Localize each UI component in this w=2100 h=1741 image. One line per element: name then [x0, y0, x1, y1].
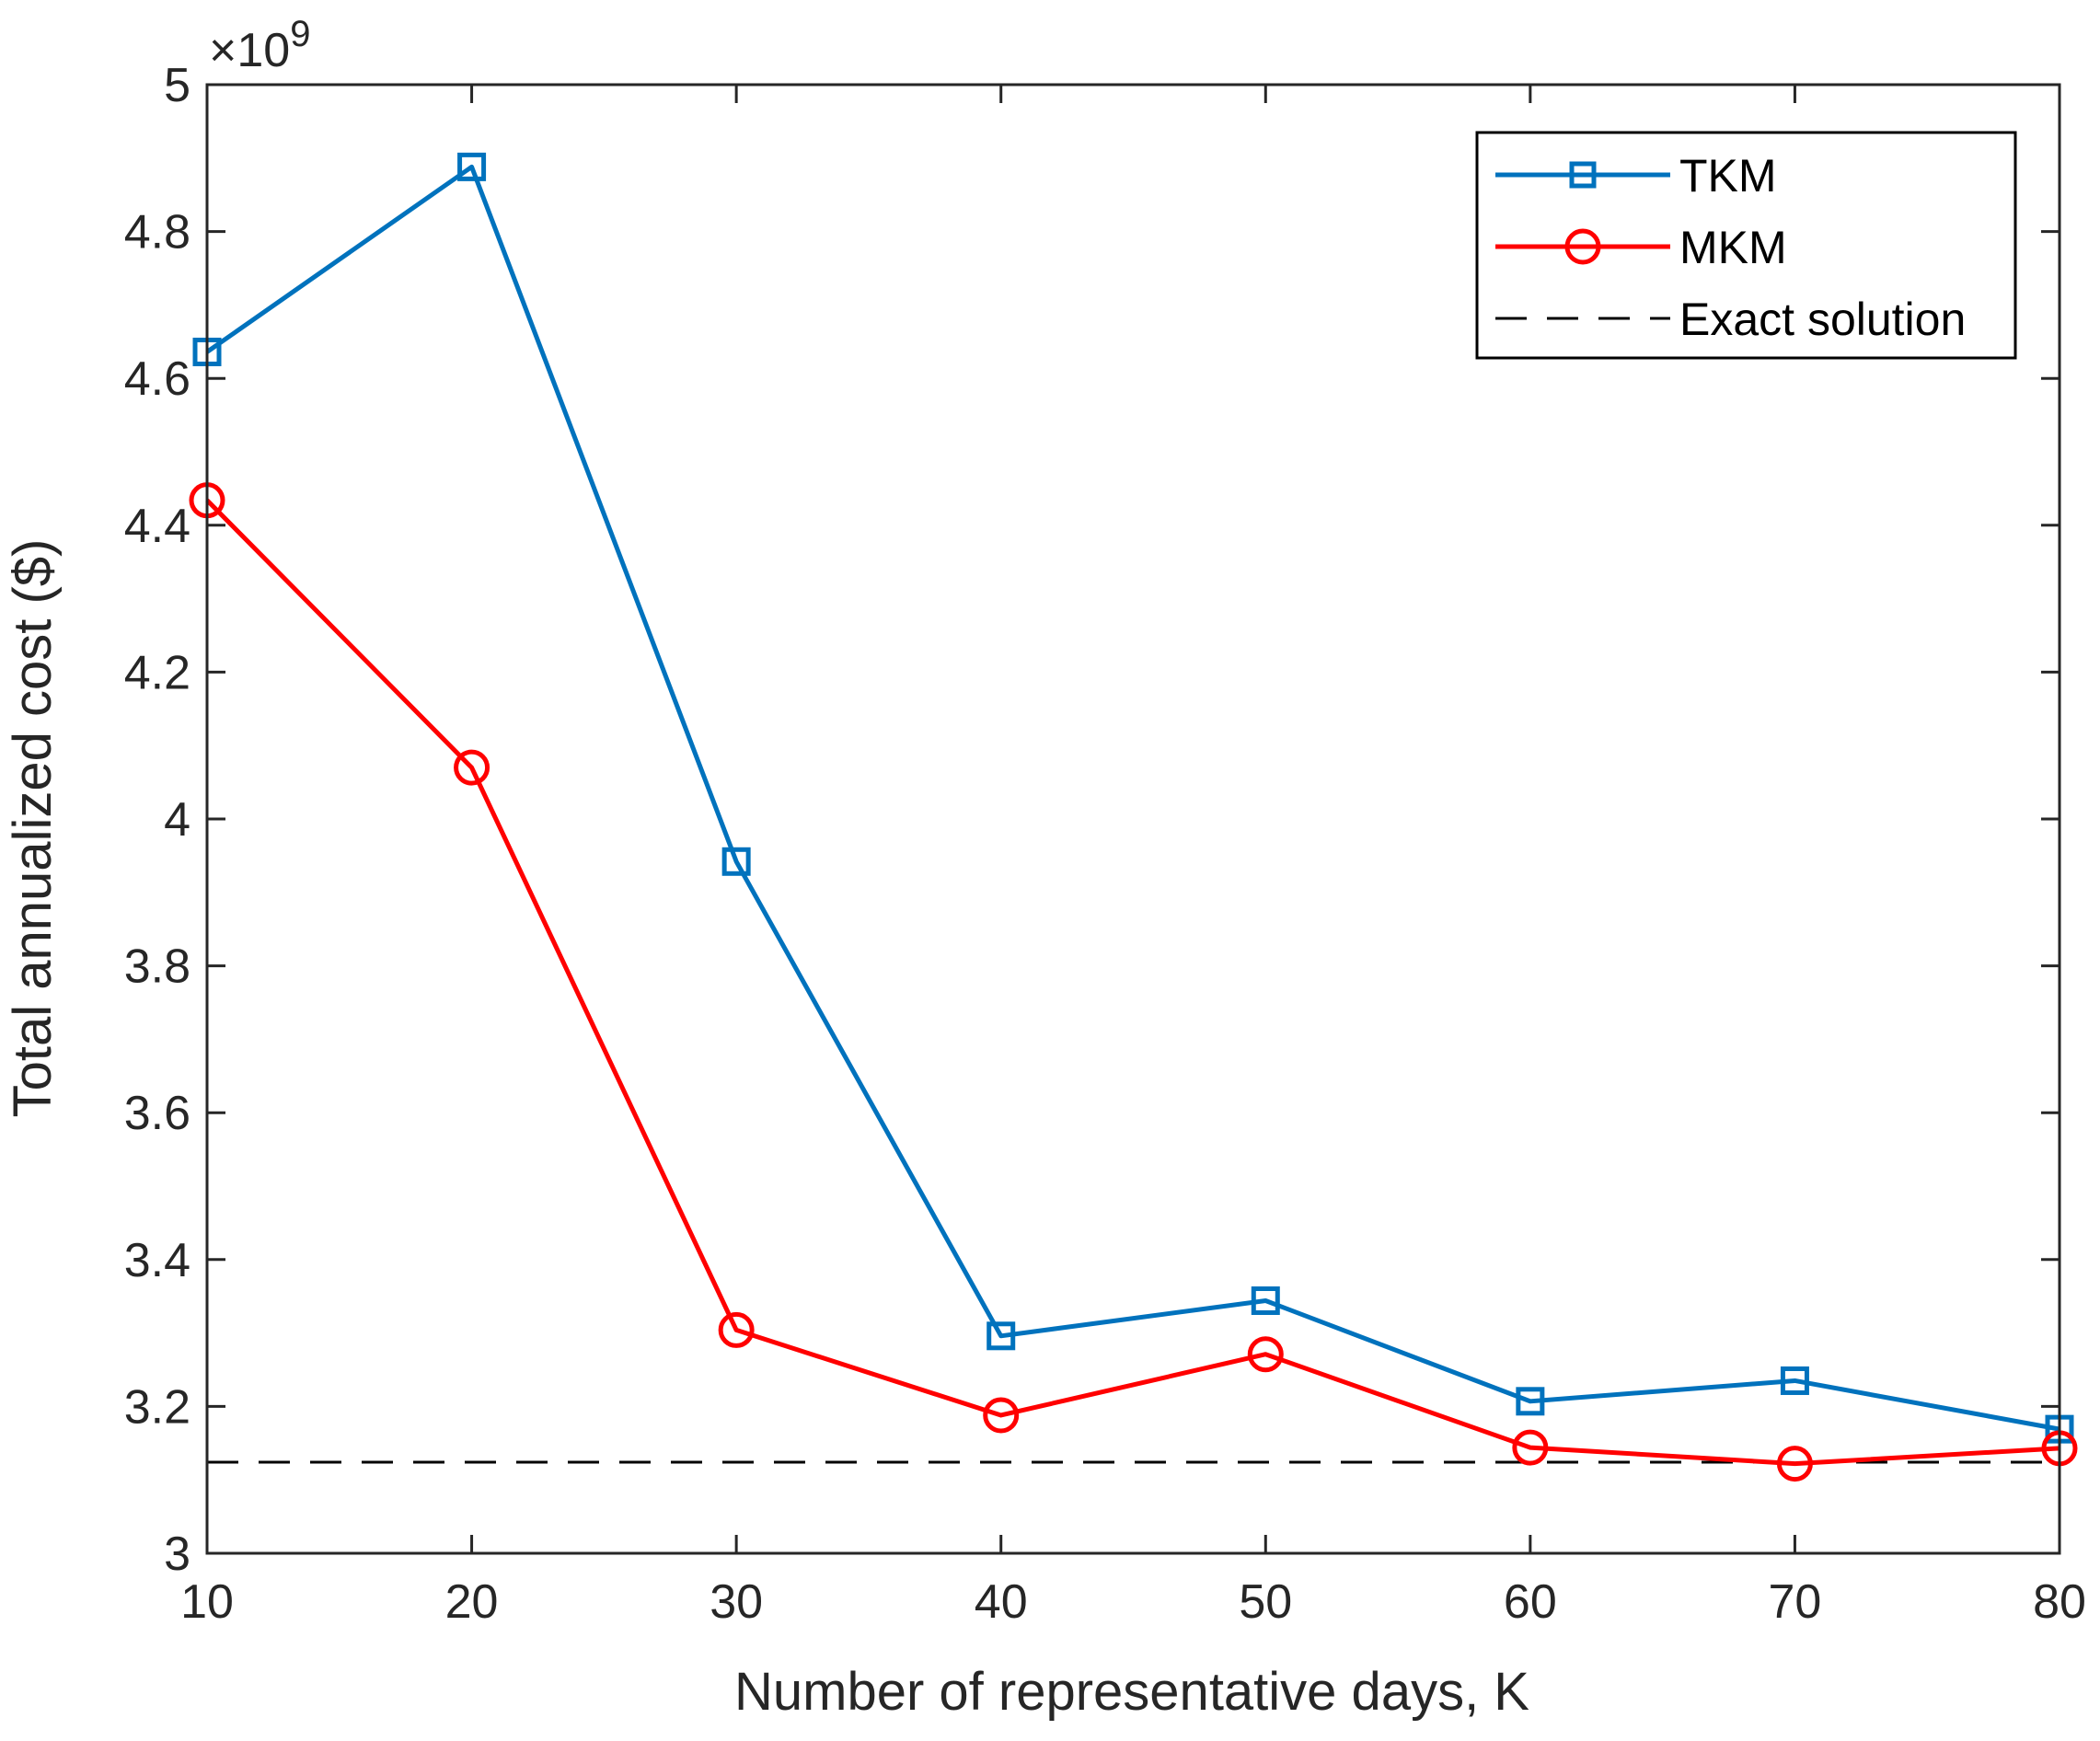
legend: TKM MKM Exact solution: [1475, 131, 2017, 360]
series-mkm-point: [1247, 1336, 1284, 1373]
x-tick-label: 40: [975, 1575, 1028, 1629]
y-axis-title: Total annualized cost ($): [3, 539, 63, 1118]
x-tick-label: 80: [2033, 1575, 2086, 1629]
series-tkm-point: [457, 152, 487, 181]
legend-mkm-label: MKM: [1679, 222, 1787, 273]
x-axis-title: Number of representative days, K: [734, 1662, 1529, 1722]
x-tick-label: 20: [445, 1575, 499, 1629]
y-tick-label: 4: [164, 793, 190, 847]
x-tick-label: 10: [180, 1575, 234, 1629]
series-mkm-line: [205, 498, 2060, 1467]
series-mkm-point: [1776, 1446, 1813, 1482]
x-tick-label: 50: [1239, 1575, 1292, 1629]
legend-tkm-marker: [1569, 161, 1597, 189]
y-tick-label: 3.2: [124, 1380, 190, 1434]
y-exponent-base: ×10: [209, 24, 290, 77]
series-mkm-point: [454, 749, 490, 786]
series-tkm-line: [205, 164, 2060, 1432]
y-tick-label: 4.4: [124, 500, 190, 553]
series-tkm-point: [721, 847, 751, 876]
y-tick-label: 3.4: [124, 1234, 190, 1287]
series-tkm-point: [1780, 1366, 1809, 1395]
y-tick-label: 3.6: [124, 1087, 190, 1140]
y-tick-label: 4.6: [124, 352, 190, 406]
y-tick-label: 3: [164, 1528, 190, 1581]
series-mkm-point: [718, 1311, 755, 1348]
series-tkm-point: [1516, 1387, 1545, 1416]
x-tick-label: 70: [1769, 1575, 1822, 1629]
series-mkm-point: [1512, 1429, 1549, 1466]
axis-ticks: 10 20 30 40 50 60 70 80 3 3.2 3.4 3.6 3.8 4 4.2 4.4 4.6 4…: [124, 59, 2086, 1629]
legend-exact-label: Exact solution: [1679, 294, 1966, 345]
y-tick-label: 5: [164, 59, 190, 112]
series-tkm-point: [987, 1321, 1016, 1351]
x-tick-label: 30: [710, 1575, 763, 1629]
y-tick-label: 3.8: [124, 940, 190, 994]
x-tick-label: 60: [1504, 1575, 1557, 1629]
y-tick-label: 4.8: [124, 206, 190, 259]
legend-mkm-marker: [1564, 228, 1601, 265]
series-mkm-point: [983, 1397, 1020, 1434]
y-tick-label: 4.2: [124, 646, 190, 699]
y-exponent-label: ×109: [209, 14, 310, 77]
y-exponent-power: 9: [290, 14, 310, 54]
legend-tkm-label: TKM: [1679, 150, 1777, 202]
series-tkm-point: [1251, 1286, 1280, 1315]
